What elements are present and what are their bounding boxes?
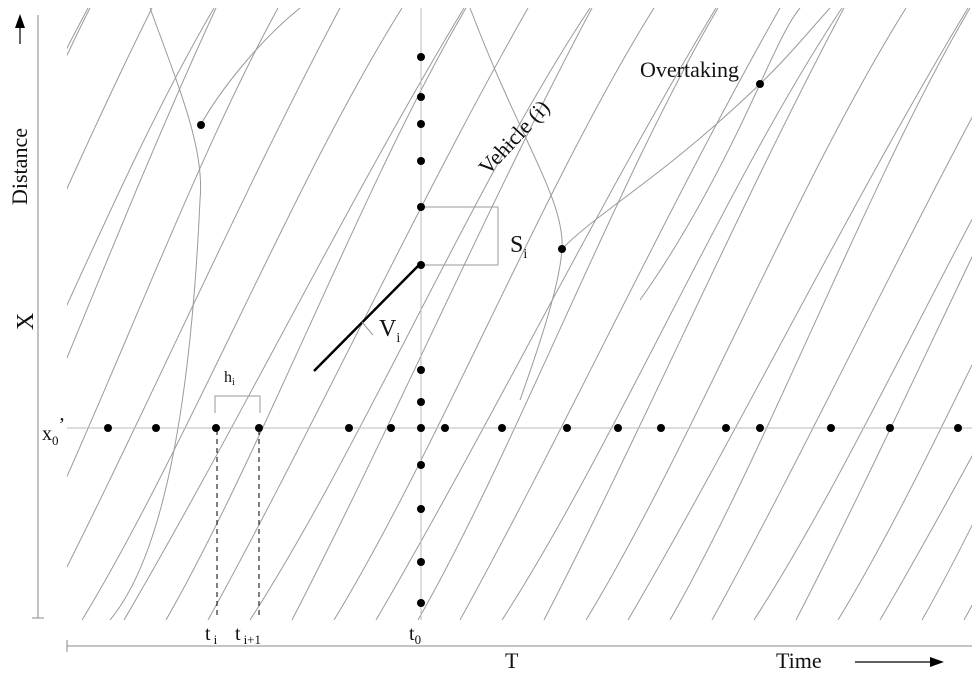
time-arrow-icon	[855, 657, 944, 667]
trajectory-line	[417, 8, 719, 620]
h-i-label: hi	[224, 369, 235, 388]
observation-point	[417, 398, 425, 406]
trajectory-line	[123, 8, 465, 620]
observation-point	[756, 424, 764, 432]
observation-point	[417, 366, 425, 374]
trajectory-line	[585, 8, 907, 620]
observation-point	[657, 424, 665, 432]
observation-point	[498, 424, 506, 432]
observation-point	[152, 424, 160, 432]
observation-point	[417, 261, 425, 269]
observation-point	[827, 424, 835, 432]
trajectory-line	[207, 8, 529, 620]
observation-point	[417, 505, 425, 513]
t-i1-label: t i+1	[235, 623, 261, 647]
observation-point	[212, 424, 220, 432]
speed-angle-arc	[361, 321, 374, 336]
trajectory-line	[199, 8, 301, 127]
trajectory-line	[81, 8, 403, 620]
trajectory-line	[469, 8, 563, 401]
t0-label: t0	[409, 623, 421, 647]
observation-point	[417, 461, 425, 469]
observation-point	[558, 245, 566, 253]
trajectory-line	[459, 8, 781, 620]
observation-points	[104, 53, 962, 607]
trajectory-line	[543, 8, 845, 620]
trajectory-line	[67, 8, 217, 360]
distance-arrow-icon	[15, 14, 25, 44]
observation-point	[614, 424, 622, 432]
observation-point	[417, 53, 425, 61]
trajectory-line	[879, 455, 972, 620]
trajectory-line	[669, 8, 971, 620]
observation-point	[197, 121, 205, 129]
trajectory-line	[711, 116, 972, 620]
v-i-label: Vi	[379, 316, 400, 346]
trajectory-line	[165, 8, 467, 620]
vehicle-label: Vehicle (i)	[473, 95, 554, 180]
headway-bracket	[214, 395, 261, 413]
overtaking-label: Overtaking	[640, 57, 739, 82]
trajectory-line	[67, 8, 341, 568]
observation-point	[756, 80, 764, 88]
trajectory-line	[639, 8, 801, 301]
observation-point	[387, 424, 395, 432]
x0-label: x0’	[42, 414, 65, 448]
trajectory-line	[795, 255, 972, 620]
trajectory-line	[291, 8, 593, 620]
distance-label: Distance	[7, 128, 32, 205]
vehicle-speed-segment	[313, 265, 419, 372]
trajectory-line	[67, 8, 215, 307]
vehicle-trajectories	[67, 8, 972, 620]
observation-point	[441, 424, 449, 432]
trajectory-line	[67, 8, 279, 478]
observation-point	[417, 120, 425, 128]
trajectory-line	[333, 8, 655, 620]
x-axis-label: X	[13, 313, 39, 330]
observation-point	[563, 424, 571, 432]
trajectory-line	[249, 8, 591, 620]
observation-point	[104, 424, 112, 432]
trajectory-line	[837, 363, 972, 620]
spacing-bracket	[421, 206, 499, 266]
observation-point	[886, 424, 894, 432]
observation-point	[417, 424, 425, 432]
observation-point	[417, 599, 425, 607]
trajectory-line	[67, 8, 153, 190]
observation-point	[417, 203, 425, 211]
observation-point	[345, 424, 353, 432]
observation-point	[954, 424, 962, 432]
t-axis-label: T	[505, 648, 519, 673]
trajectory-line	[109, 8, 202, 620]
observation-point	[417, 558, 425, 566]
time-label: Time	[776, 648, 822, 673]
trajectory-line	[627, 8, 969, 620]
observation-point	[255, 424, 263, 432]
observation-point	[417, 157, 425, 165]
trajectory-line	[375, 8, 717, 620]
observation-point	[722, 424, 730, 432]
trajectory-line	[921, 524, 972, 620]
observation-point	[417, 93, 425, 101]
s-i-label: Si	[510, 232, 527, 262]
trajectory-line	[501, 8, 843, 620]
trajectory-line	[561, 8, 831, 250]
trajectory-line	[753, 218, 972, 620]
